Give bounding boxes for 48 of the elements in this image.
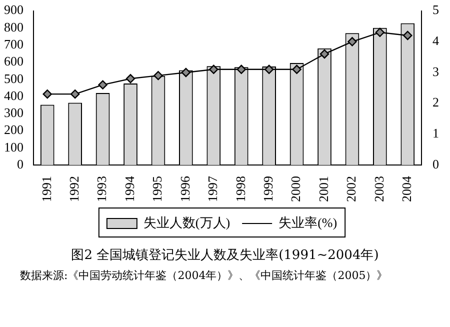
point (154, 70, 163, 80)
legend-label: 失业人数(万人) (143, 214, 230, 230)
x-tick-label: 1994 (122, 176, 137, 202)
y-tick-label: 700 (4, 36, 24, 52)
y2-tick-label: 1 (432, 126, 439, 141)
x-tick-label: 1991 (38, 176, 54, 202)
x-tick-label: 2000 (288, 176, 304, 202)
y-tick-label: 800 (4, 19, 24, 34)
y2-tick-label: 5 (432, 2, 439, 18)
x-tick-label: 1993 (94, 176, 110, 202)
y-tick-label: 200 (4, 122, 24, 138)
point (236, 64, 246, 74)
point (98, 80, 108, 90)
x-tick-label: 1992 (66, 176, 82, 202)
y2-tick-label: 4 (432, 33, 440, 48)
text: 图2 全国城镇登记失业人数及失业率(1991~2004年) (70, 247, 380, 264)
y-tick-label: 600 (4, 54, 24, 69)
x-tick-label: 2003 (371, 176, 386, 202)
legend-label: 失业率(%) (278, 214, 338, 230)
x-tick-label: 1998 (232, 176, 248, 202)
y2-tick-label: 3 (432, 64, 439, 79)
y2-tick-label: 0 (432, 156, 439, 172)
x-tick-label: 2004 (399, 176, 414, 202)
x-tick-label: 1995 (150, 176, 165, 202)
point (209, 64, 218, 74)
y-tick-label: 900 (4, 2, 24, 18)
point (70, 89, 80, 99)
y-tick-label: 100 (4, 139, 24, 154)
point (320, 49, 330, 59)
point (348, 37, 357, 46)
x-tick-label: 2002 (344, 176, 359, 202)
point (126, 74, 136, 84)
y-tick-label: 400 (4, 88, 24, 103)
point (42, 89, 52, 99)
y-tick-label: 500 (4, 70, 24, 86)
point (264, 64, 274, 74)
point (292, 64, 302, 74)
point (375, 28, 385, 37)
source-note: 数据来源:《中国劳动统计年鉴（2004年）》、《中国统计年鉴（2005）》 (19, 268, 389, 283)
point (403, 30, 412, 40)
x-tick-label: 2001 (316, 176, 331, 202)
y2-tick-label: 2 (432, 94, 439, 110)
x-tick-label: 1997 (205, 176, 220, 202)
y-tick-label: 300 (4, 105, 24, 120)
x-tick-label: 1999 (260, 176, 276, 202)
x-tick-label: 1996 (177, 176, 192, 202)
y-tick-label: 0 (17, 156, 24, 172)
point (181, 68, 191, 78)
